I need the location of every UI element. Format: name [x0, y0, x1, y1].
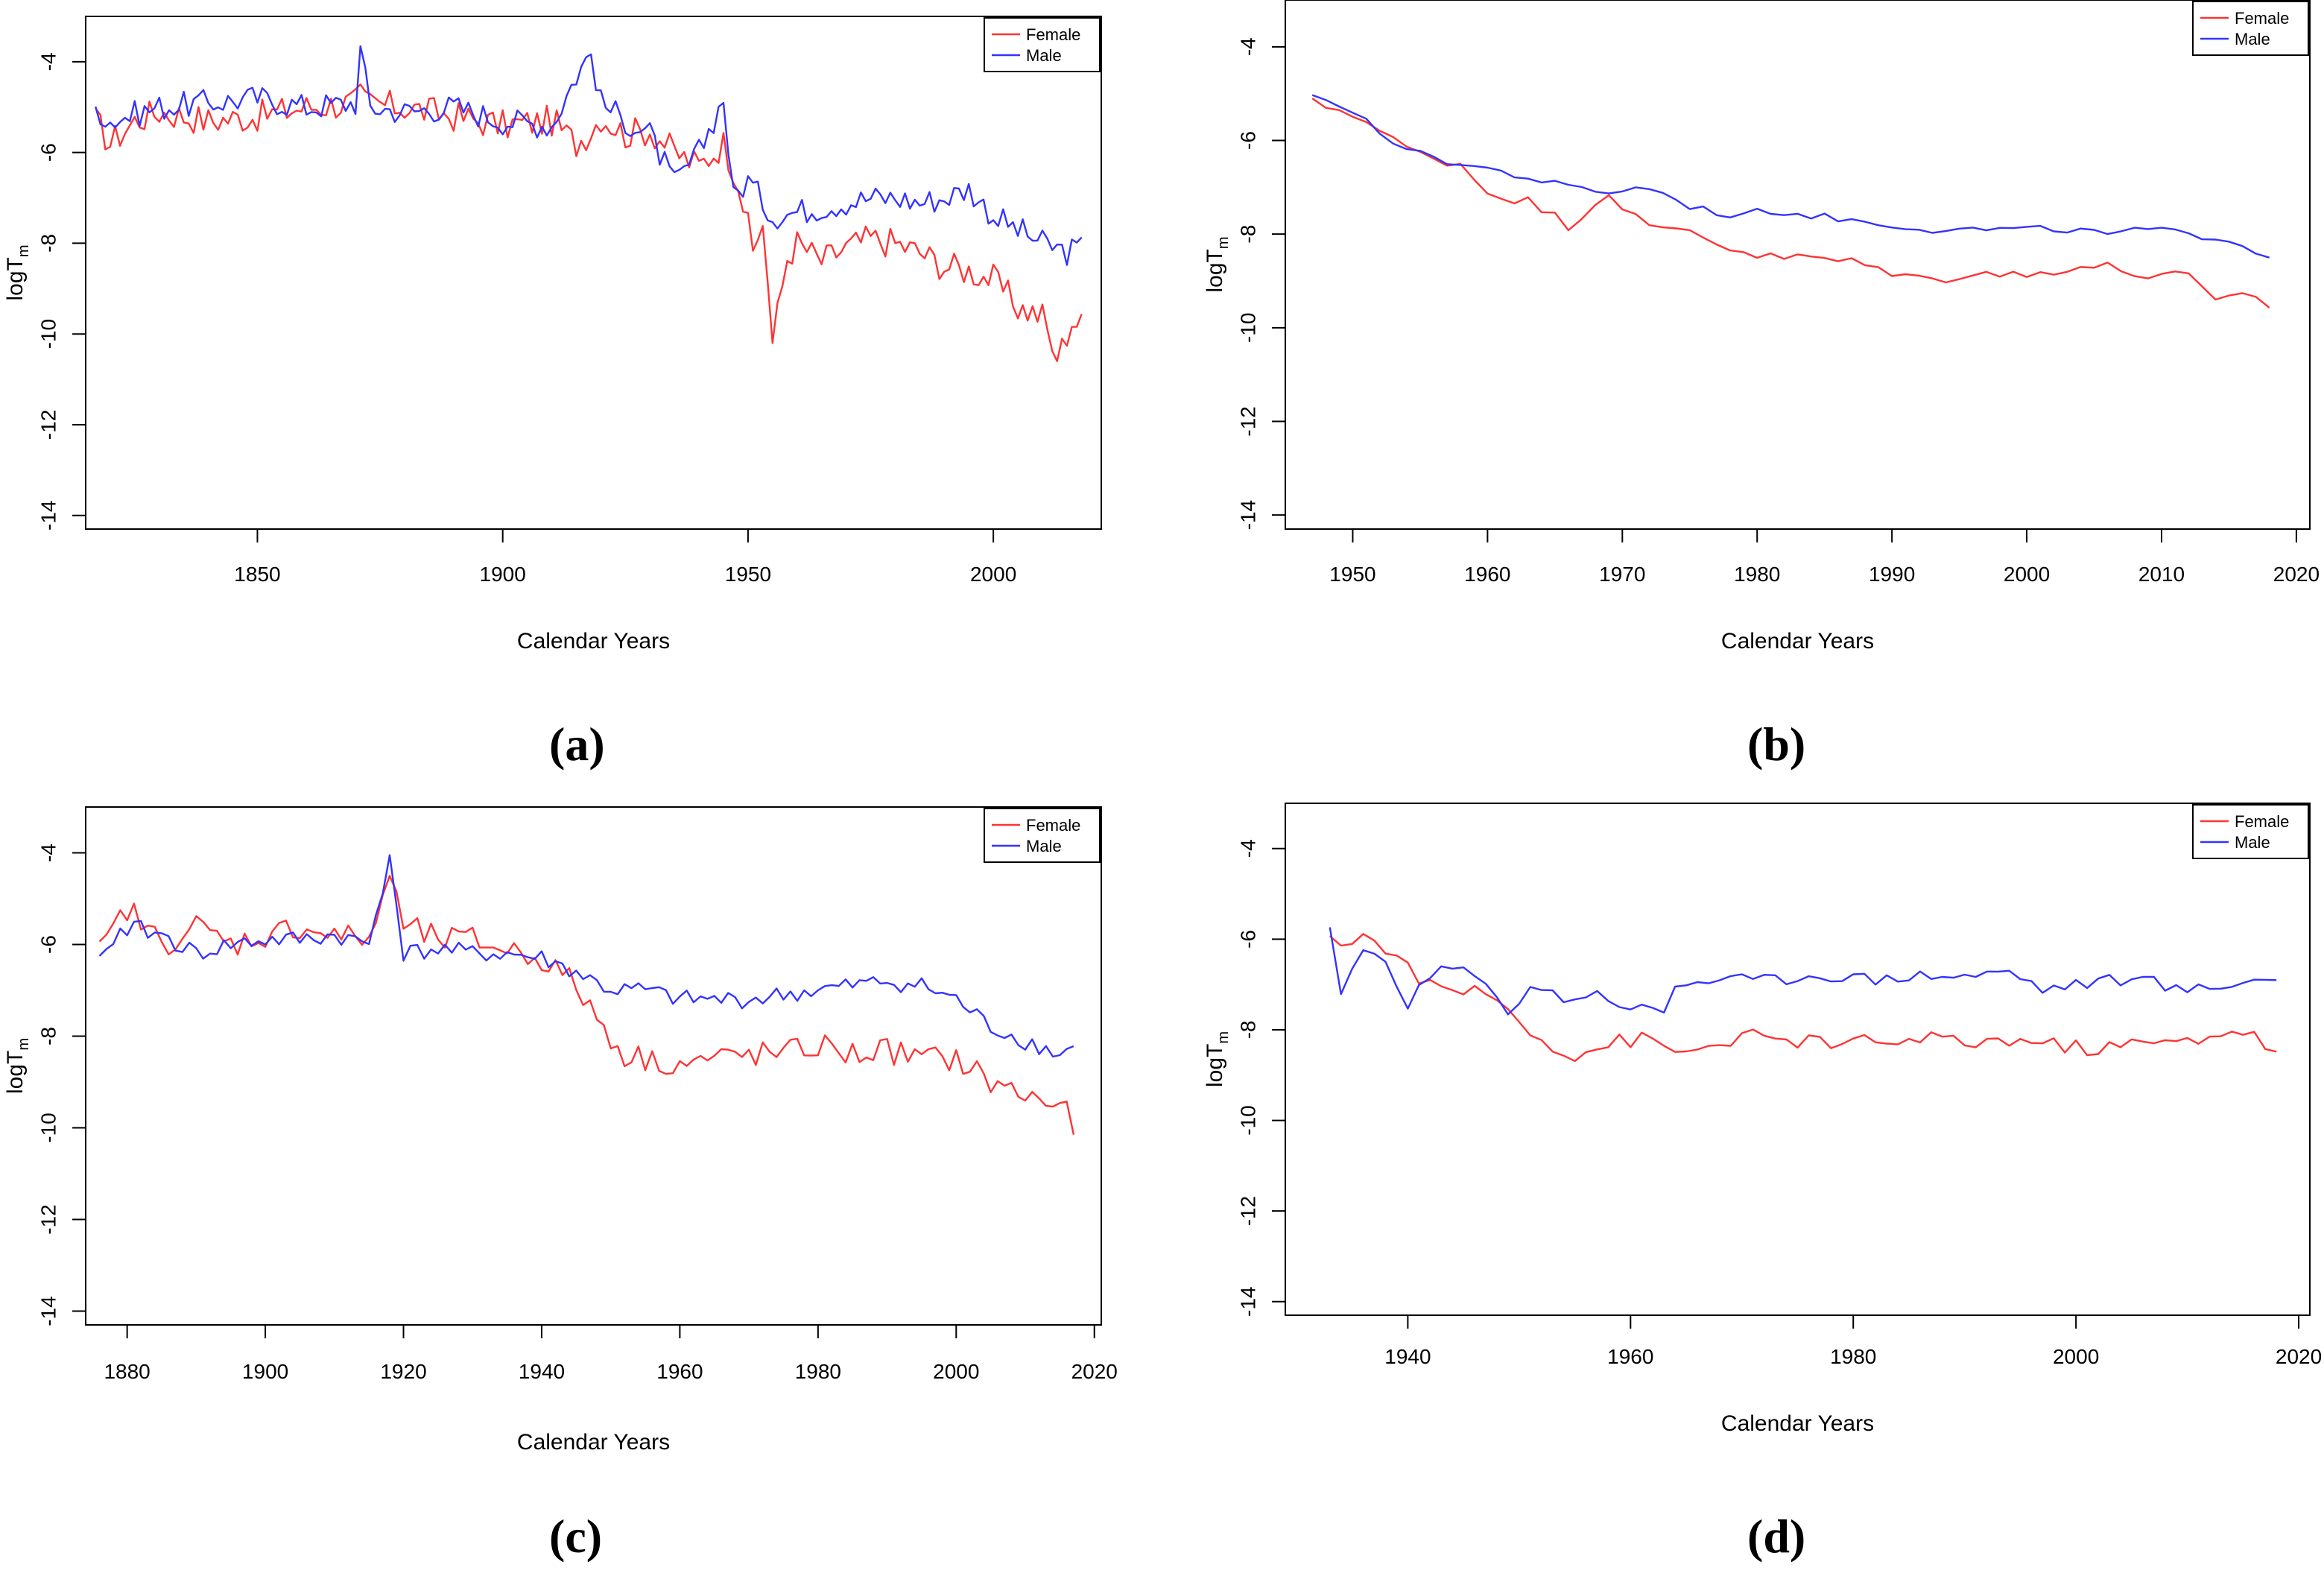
- legend-label-male: Male: [1026, 46, 1062, 65]
- y-tick-label: -10: [1236, 313, 1259, 343]
- y-tick-label: -10: [37, 1113, 60, 1142]
- x-tick-label: 1960: [1464, 563, 1510, 586]
- series-line-female: [1311, 98, 2270, 308]
- y-tick-label: -12: [1236, 406, 1259, 436]
- y-tick-label: -4: [1236, 839, 1259, 858]
- x-tick-label: 1900: [242, 1360, 288, 1383]
- x-axis-label: Calendar Years: [517, 1430, 670, 1455]
- x-tick-label: 1950: [725, 563, 771, 586]
- plot-frame: [85, 806, 1102, 1326]
- y-axis-label: logTm: [1203, 1031, 1232, 1087]
- panel-label-d: (d): [1747, 1510, 1806, 1563]
- series-line-male: [1311, 94, 2270, 259]
- legend-box: [984, 17, 1101, 72]
- legend-box: [2192, 1, 2309, 56]
- x-tick-label: 1980: [795, 1360, 841, 1383]
- legend-label-female: Female: [1026, 816, 1080, 835]
- legend-label-male: Male: [1026, 837, 1062, 855]
- legend-label-male: Male: [2235, 833, 2270, 852]
- legend-box: [984, 808, 1101, 863]
- y-tick-label: -14: [37, 1296, 60, 1326]
- x-tick-label: 1960: [1607, 1345, 1653, 1368]
- x-tick-label: 1880: [104, 1360, 150, 1383]
- x-tick-label: 1940: [519, 1360, 565, 1383]
- x-axis-label: Calendar Years: [1721, 629, 1874, 654]
- x-tick-label: 1920: [380, 1360, 426, 1383]
- legend-label-female: Female: [2235, 812, 2289, 831]
- x-tick-label: 1900: [480, 563, 526, 586]
- series-line-male: [98, 854, 1074, 1058]
- y-tick-label: -14: [37, 501, 60, 531]
- x-tick-label: 1980: [1830, 1345, 1876, 1368]
- series-line-male: [1329, 927, 2277, 1016]
- chart-panel-a: 1850 1900 1950 2000 -4 -6 -8 -10 -12 -14 Calendar …: [3, 16, 1102, 654]
- x-axis-label: Calendar Years: [517, 629, 670, 654]
- y-tick-label: -10: [1236, 1105, 1259, 1135]
- x-tick-label: 2000: [2004, 563, 2050, 586]
- x-tick-label: 1850: [234, 563, 280, 586]
- plot-frame: [85, 16, 1102, 530]
- y-tick-label: -8: [37, 234, 60, 253]
- x-tick-label: 2020: [1071, 1360, 1118, 1383]
- x-tick-label: 2010: [2138, 563, 2185, 586]
- y-axis-label: logTm: [3, 244, 32, 300]
- y-tick-label: -4: [37, 52, 60, 71]
- x-tick-label: 1960: [656, 1360, 703, 1383]
- chart-panel-c: 1880 1900 1920 1940 1960 1980 2000 2020 -4 -6 -8 -1…: [3, 806, 1118, 1455]
- x-tick-label: 2000: [933, 1360, 979, 1383]
- y-tick-label: -14: [1236, 1287, 1259, 1317]
- y-tick-label: -4: [1236, 37, 1259, 56]
- panel-label-b: (b): [1747, 718, 1806, 770]
- y-tick-label: -6: [37, 935, 60, 954]
- y-tick-label: -14: [1236, 500, 1259, 530]
- y-axis-label: logTm: [3, 1038, 32, 1094]
- y-tick-label: -6: [1236, 930, 1259, 949]
- plot-frame: [1285, 803, 2311, 1316]
- series-line-male: [95, 45, 1083, 266]
- chart-panel-d: 1940 1960 1980 2000 2020 -4 -6 -8 -10 -12 -14 Calen…: [1203, 803, 2322, 1436]
- x-tick-label: 2000: [2053, 1345, 2099, 1368]
- legend-label-female: Female: [1026, 25, 1080, 44]
- y-tick-label: -8: [1236, 1021, 1259, 1040]
- y-tick-label: -6: [37, 143, 60, 162]
- y-tick-label: -12: [1236, 1196, 1259, 1226]
- x-tick-label: 1950: [1329, 563, 1375, 586]
- legend-label-male: Male: [2235, 30, 2270, 48]
- x-tick-label: 2000: [970, 563, 1016, 586]
- x-axis-label: Calendar Years: [1721, 1411, 1874, 1436]
- chart-panel-b: 1950 1960 1970 1980 1990 2000 2010 2020 -4 -6 -8 -1…: [1203, 0, 2320, 654]
- legend-box: [2192, 804, 2309, 859]
- x-tick-label: 1990: [1869, 563, 1915, 586]
- x-tick-label: 1970: [1599, 563, 1645, 586]
- legend-label-female: Female: [2235, 9, 2289, 28]
- x-tick-label: 1940: [1384, 1345, 1431, 1368]
- y-tick-label: -10: [37, 319, 60, 349]
- plot-frame: [1285, 0, 2311, 530]
- y-tick-label: -12: [37, 410, 60, 440]
- y-tick-label: -4: [37, 844, 60, 862]
- x-tick-label: 2020: [2276, 1345, 2322, 1368]
- series-line-female: [1329, 933, 2277, 1063]
- y-axis-label: logTm: [1203, 236, 1232, 292]
- y-tick-label: -8: [37, 1027, 60, 1045]
- series-line-female: [98, 875, 1075, 1135]
- panel-label-a: (a): [549, 718, 605, 770]
- series-line-female: [95, 83, 1083, 362]
- x-tick-label: 2020: [2273, 563, 2320, 586]
- y-tick-label: -12: [37, 1204, 60, 1234]
- panel-label-c: (c): [549, 1510, 603, 1563]
- y-tick-label: -6: [1236, 131, 1259, 150]
- y-tick-label: -8: [1236, 225, 1259, 244]
- x-tick-label: 1980: [1734, 563, 1780, 586]
